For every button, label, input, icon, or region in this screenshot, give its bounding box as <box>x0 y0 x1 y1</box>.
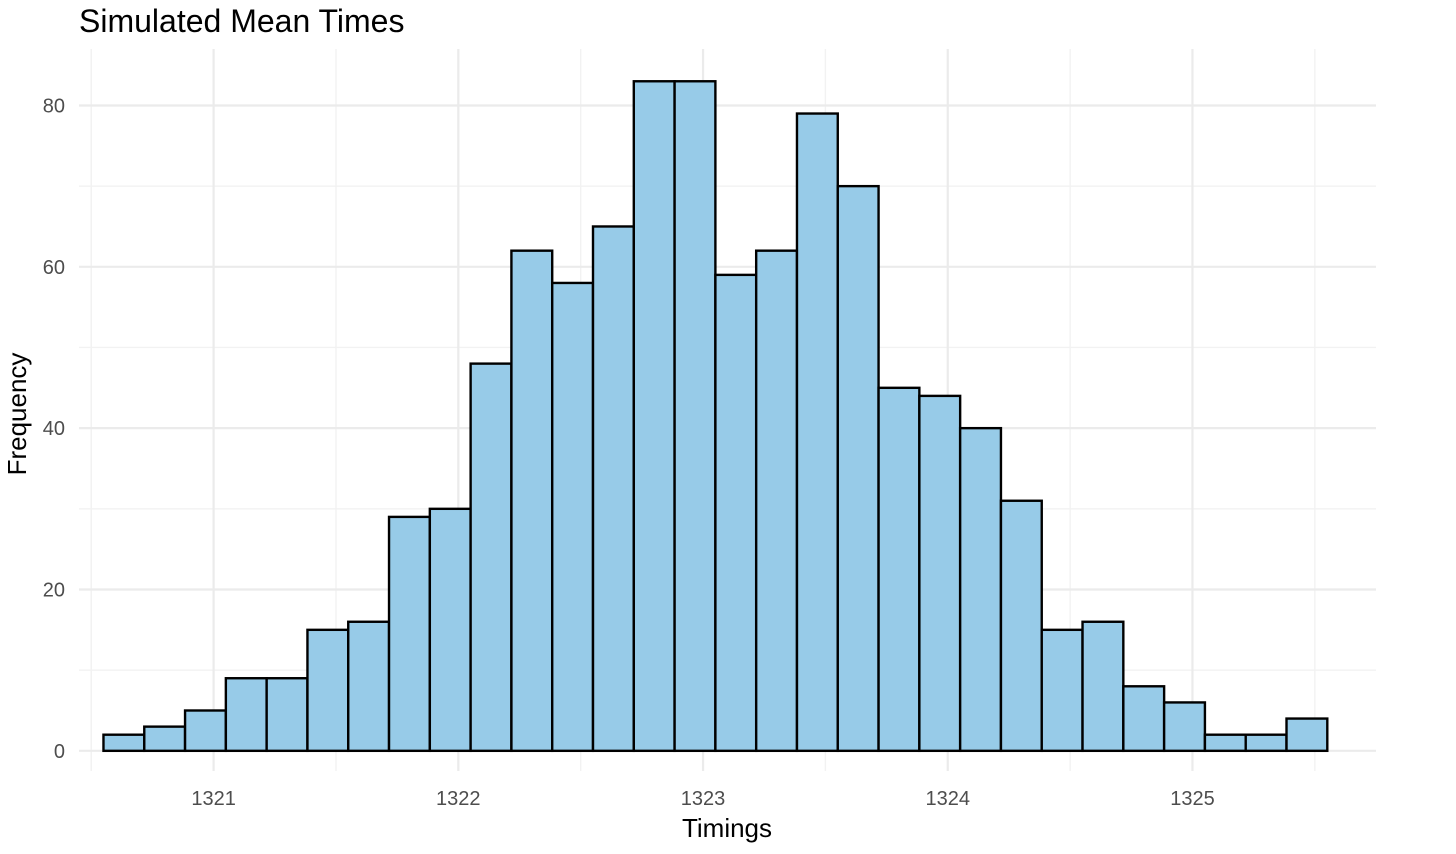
histogram-bar <box>958 426 1003 753</box>
x-axis-title: Timings <box>682 813 772 843</box>
chart-title: Simulated Mean Times <box>79 3 404 39</box>
histogram-bar <box>836 184 880 753</box>
y-tick-label: 0 <box>54 741 65 763</box>
histogram-bar <box>1203 733 1247 753</box>
histogram-bar <box>714 273 758 753</box>
histogram-bar <box>143 725 187 753</box>
histogram-bar <box>551 281 595 753</box>
histogram-bar <box>1122 685 1166 753</box>
histogram-bar <box>632 80 676 753</box>
x-tick-label: 1321 <box>191 788 236 810</box>
histogram-bar <box>347 620 391 753</box>
y-axis-tick-labels: 0 20 40 60 80 <box>43 95 65 762</box>
y-tick-label: 60 <box>43 257 65 279</box>
histogram-bar <box>387 515 432 753</box>
histogram-bar <box>265 677 309 753</box>
x-tick-label: 1322 <box>436 788 481 810</box>
x-tick-label: 1324 <box>925 788 970 810</box>
histogram-bar <box>673 80 717 753</box>
histogram-bar <box>306 628 350 753</box>
histogram-bar <box>1244 733 1288 753</box>
histogram-bar <box>469 362 513 753</box>
x-tick-label: 1325 <box>1170 788 1215 810</box>
y-tick-label: 40 <box>43 418 65 440</box>
histogram-bar <box>754 249 799 753</box>
x-axis-tick-labels: 1321 1322 1323 1324 1325 <box>191 788 1214 810</box>
histogram-bar <box>1040 628 1084 753</box>
y-tick-label: 80 <box>43 95 65 117</box>
histogram-bars <box>102 80 1329 753</box>
histogram-bar <box>591 225 635 753</box>
histogram-bar <box>1285 717 1329 753</box>
histogram-bar <box>1162 701 1207 753</box>
histogram-bar <box>428 507 472 753</box>
histogram-bar <box>510 249 554 753</box>
x-tick-label: 1323 <box>681 788 726 810</box>
histogram-bar <box>918 394 962 753</box>
y-axis-title: Frequency <box>2 353 32 476</box>
y-tick-label: 20 <box>43 579 65 601</box>
histogram-bar <box>183 709 228 753</box>
histogram-bar <box>1081 620 1125 753</box>
histogram-bar <box>795 112 839 753</box>
histogram-bar <box>102 733 146 753</box>
histogram-bar <box>999 499 1043 753</box>
histogram-bar <box>877 386 921 753</box>
histogram-bar <box>224 677 268 753</box>
